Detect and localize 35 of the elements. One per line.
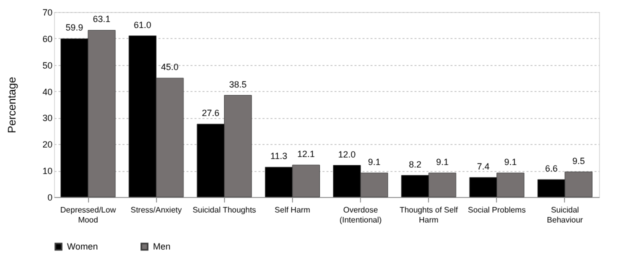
data-label: 27.6 [202,108,220,118]
y-tick-label: 10 [42,166,52,176]
data-label: 61.0 [134,20,152,30]
x-tick-label: Overdose (Intentional) [339,206,382,224]
data-label: 9.5 [572,156,585,166]
data-label: 6.6 [545,164,558,174]
y-tick-label: 70 [42,8,52,18]
legend-label: Women [67,242,98,252]
x-tick-label: Stress/Anxiety [130,206,182,214]
data-label: 63.1 [92,14,110,24]
legend-label: Men [153,242,171,252]
data-label: 8.2 [408,159,422,170]
y-tick-label: 0 [47,192,52,202]
y-tick-label: 60 [42,34,52,44]
data-label: 59.9 [66,22,84,33]
x-tick-label: Self Harm [274,206,311,214]
data-label: 38.5 [229,79,247,90]
y-tick-label: 40 [42,86,52,97]
data-label: 9.1 [368,156,380,167]
y-tick-label: 30 [42,113,52,124]
y-tick-label: 20 [42,140,52,150]
data-label: 12.0 [338,149,356,160]
x-tick-label: Suicidal Thoughts [192,206,256,214]
y-axis-title: Percentage [6,76,18,134]
data-label: 9.1 [504,156,517,167]
x-tick-label: Depressed/Low Mood [60,206,116,224]
data-label: 7.4 [476,161,490,172]
x-tick-label: Suicidal Behaviour [546,206,584,224]
y-tick-label: 50 [42,60,52,70]
data-label: 9.1 [436,156,449,167]
x-tick-label: Social Problems [468,206,526,214]
data-label: 11.3 [270,151,288,162]
data-label: 12.1 [297,149,315,160]
data-label: 45.0 [161,62,179,72]
x-tick-label: Thoughts of Self Harm [400,206,459,224]
